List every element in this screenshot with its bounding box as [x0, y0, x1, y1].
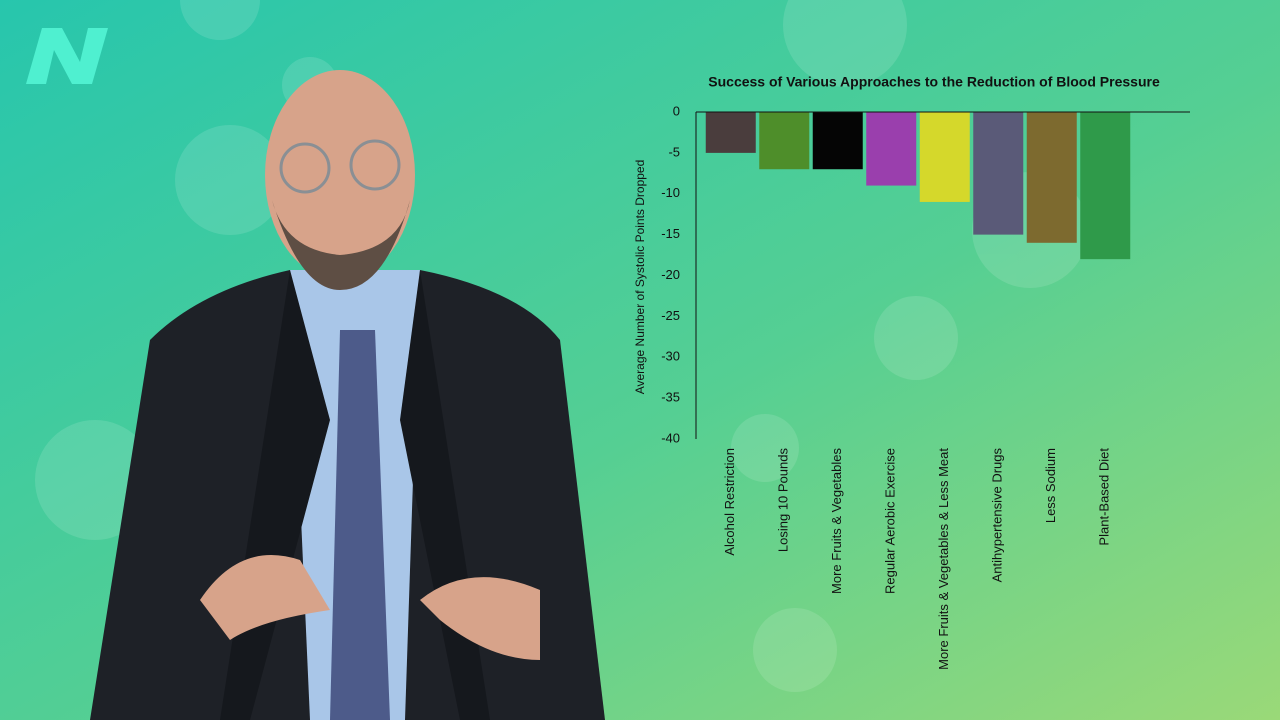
- x-tick-label: More Fruits & Vegetables: [829, 448, 844, 594]
- bar: [866, 112, 917, 186]
- presenter: [90, 70, 605, 720]
- y-axis-label: Average Number of Systolic Points Droppe…: [633, 160, 647, 395]
- bar: [1080, 112, 1131, 260]
- y-tick-label: -20: [661, 267, 680, 282]
- x-tick-label: Regular Aerobic Exercise: [883, 448, 898, 594]
- x-tick-label: Antihypertensive Drugs: [990, 448, 1005, 583]
- bar: [705, 112, 756, 153]
- x-tick-label: More Fruits & Vegetables & Less Meat: [936, 448, 951, 670]
- chart: Success of Various Approaches to the Red…: [633, 74, 1190, 670]
- y-tick-label: -5: [668, 144, 680, 159]
- y-tick-label: -10: [661, 185, 680, 200]
- bar: [1026, 112, 1077, 243]
- chart-title: Success of Various Approaches to the Red…: [708, 74, 1160, 90]
- x-tick-label: Losing 10 Pounds: [776, 448, 791, 553]
- bar: [919, 112, 970, 202]
- bar: [973, 112, 1024, 235]
- y-tick-label: 0: [673, 103, 680, 118]
- y-tick-label: -35: [661, 390, 680, 405]
- y-tick-label: -25: [661, 308, 680, 323]
- x-tick-label: Plant-Based Diet: [1097, 448, 1112, 546]
- y-tick-label: -40: [661, 430, 680, 445]
- x-tick-label: Alcohol Restriction: [722, 448, 737, 556]
- x-tick-label: Less Sodium: [1043, 448, 1058, 523]
- logo: [26, 28, 108, 84]
- y-tick-label: -15: [661, 226, 680, 241]
- y-tick-label: -30: [661, 349, 680, 364]
- bar: [759, 112, 810, 170]
- bar: [812, 112, 863, 170]
